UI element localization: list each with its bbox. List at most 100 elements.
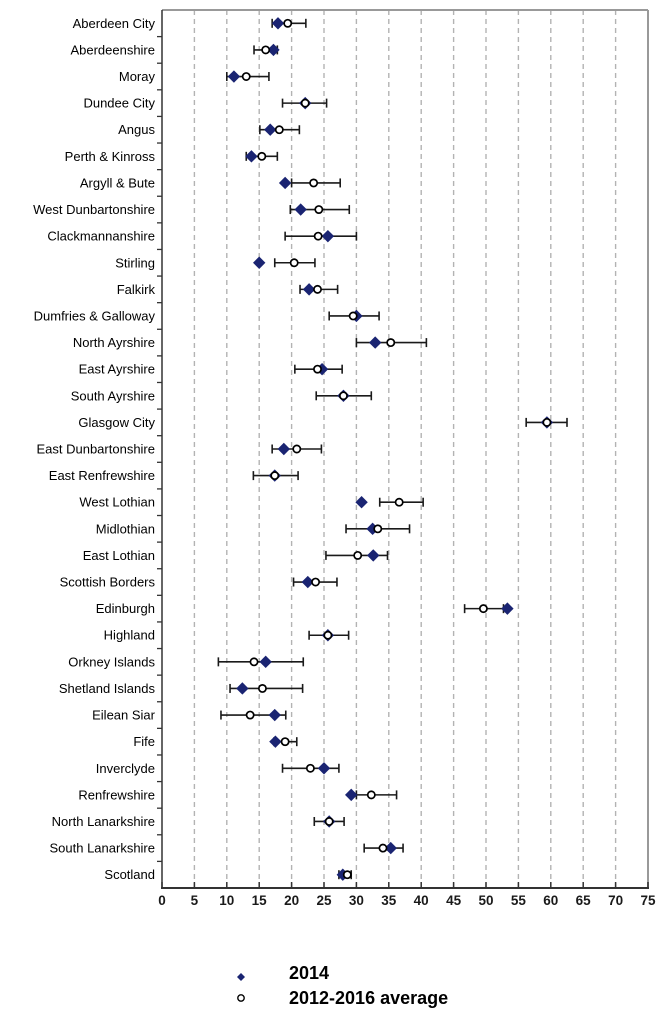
row-label: Aberdeen City <box>73 16 156 31</box>
marker-average-circle <box>323 630 333 640</box>
marker-2014-diamond <box>317 762 331 775</box>
marker-2014-diamond <box>269 735 282 748</box>
marker-2014-diamond <box>345 788 358 802</box>
x-tick-label: 40 <box>414 893 429 908</box>
row-label: East Dunbartonshire <box>36 442 155 457</box>
marker-average-circle <box>292 444 302 454</box>
marker-2014-diamond <box>253 256 266 269</box>
x-tick-label: 10 <box>219 893 234 908</box>
marker-2014-diamond <box>227 70 241 83</box>
marker-2014-diamond <box>259 655 272 669</box>
marker-average-circle <box>311 577 321 587</box>
marker-average-circle <box>249 657 259 667</box>
marker-average-circle <box>274 125 284 135</box>
x-tick-label: 0 <box>158 893 166 908</box>
x-tick-label: 50 <box>478 893 493 908</box>
x-tick-label: 70 <box>608 893 623 908</box>
row-label: Orkney Islands <box>68 654 155 669</box>
x-tick-label: 25 <box>316 893 332 908</box>
marker-average-circle <box>353 550 363 560</box>
row-label: Falkirk <box>117 282 156 297</box>
x-tick-label: 45 <box>446 893 462 908</box>
marker-2014-diamond <box>267 43 280 57</box>
x-tick-label: 20 <box>284 893 299 908</box>
marker-average-circle <box>245 710 255 720</box>
legend-label-2014: 2014 <box>289 963 329 983</box>
row-label: Argyll & Bute <box>80 175 155 190</box>
marker-2014-diamond <box>271 17 285 30</box>
marker-average-circle <box>348 311 358 321</box>
row-label: North Lanarkshire <box>52 814 155 829</box>
row-label: Clackmannanshire <box>47 229 155 244</box>
row-label: Glasgow City <box>78 415 155 430</box>
marker-average-circle <box>314 205 324 214</box>
row-label: East Lothian <box>83 548 155 563</box>
x-tick-label: 75 <box>640 893 656 908</box>
row-label: Fife <box>133 734 155 749</box>
x-tick-label: 55 <box>511 893 527 908</box>
marker-2014-diamond <box>336 868 349 881</box>
marker-2014-diamond <box>368 336 382 349</box>
marker-average-circle <box>241 72 251 81</box>
row-label: Eilean Siar <box>92 708 156 723</box>
x-tick-label: 60 <box>543 893 558 908</box>
row-label: West Dunbartonshire <box>33 202 155 217</box>
row-label: Inverclyde <box>96 761 155 776</box>
marker-2014-diamond <box>301 575 314 589</box>
marker-average-circle <box>280 737 290 747</box>
marker-2014-diamond <box>264 123 277 136</box>
marker-average-circle <box>478 604 488 614</box>
marker-average-circle <box>313 364 322 374</box>
marker-average-circle <box>305 763 315 773</box>
marker-2014-diamond <box>384 841 397 855</box>
row-label: Highland <box>104 628 155 643</box>
x-tick-label: 30 <box>349 893 364 908</box>
marker-average-circle <box>283 18 293 28</box>
row-label: Renfrewshire <box>78 787 155 802</box>
marker-average-circle <box>309 178 319 188</box>
marker-average-circle <box>300 98 310 108</box>
x-tick-label: 35 <box>381 893 397 908</box>
marker-2014-diamond <box>278 176 292 190</box>
row-label: Midlothian <box>96 521 155 536</box>
marker-average-circle <box>342 870 352 880</box>
x-tick-label: 65 <box>576 893 592 908</box>
marker-average-circle <box>289 258 299 268</box>
marker-2014-diamond <box>302 283 316 296</box>
row-label: South Ayrshire <box>71 388 155 403</box>
marker-average-circle <box>394 497 404 507</box>
row-label: Scottish Borders <box>60 575 156 590</box>
row-label: South Lanarkshire <box>49 841 155 856</box>
legend-label-average: 2012-2016 average <box>289 988 448 1008</box>
x-tick-label: 15 <box>252 893 268 908</box>
marker-average-circle <box>373 524 383 534</box>
marker-2014-diamond <box>268 708 281 722</box>
marker-2014-diamond <box>236 682 249 695</box>
x-tick-label: 5 <box>191 893 199 908</box>
marker-average-circle <box>366 790 376 800</box>
row-label: Dumfries & Galloway <box>34 308 156 323</box>
marker-average-circle <box>542 417 552 427</box>
marker-2014-diamond <box>245 150 258 163</box>
marker-average-circle <box>378 843 388 853</box>
row-label: Stirling <box>115 255 155 270</box>
marker-average-circle <box>270 471 280 481</box>
legend-2014-diamond-icon <box>237 973 245 981</box>
marker-average-circle <box>257 684 267 693</box>
marker-average-circle <box>324 817 334 826</box>
row-label: Perth & Kinross <box>65 149 156 164</box>
marker-2014-diamond <box>277 442 291 456</box>
row-label: North Ayrshire <box>73 335 155 350</box>
row-label: East Renfrewshire <box>49 468 155 483</box>
row-label: East Ayrshire <box>79 362 155 377</box>
marker-average-circle <box>338 391 348 401</box>
marker-average-circle <box>313 284 322 294</box>
row-label: West Lothian <box>79 495 155 510</box>
row-label: Dundee City <box>83 96 155 111</box>
marker-average-circle <box>261 45 271 55</box>
marker-2014-diamond <box>366 522 379 536</box>
marker-average-circle <box>313 231 323 241</box>
marker-2014-diamond <box>294 203 307 216</box>
marker-2014-diamond <box>321 229 335 243</box>
